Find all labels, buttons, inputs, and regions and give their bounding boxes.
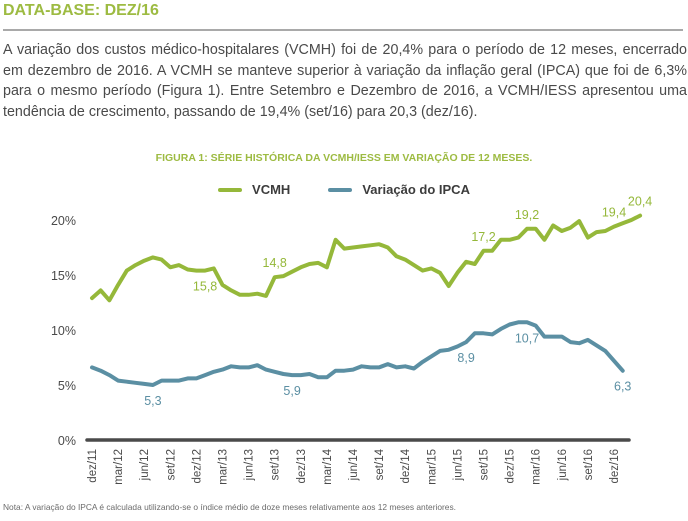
data-label-ipca: 10,7 (515, 331, 539, 345)
footnote: Nota: A variação do IPCA é calculada uti… (3, 502, 456, 512)
x-tick-label: mar/12 (113, 449, 125, 485)
series-line-vcmh (90, 213, 643, 303)
x-tick-label: set/12 (165, 449, 177, 480)
legend-label-ipca: Variação do IPCA (362, 182, 470, 197)
data-label-ipca: 5,3 (144, 394, 161, 408)
x-tick-label: set/13 (270, 449, 282, 480)
x-tick-label: set/14 (374, 448, 386, 480)
x-tick-label: dez/13 (296, 449, 308, 484)
data-label-vcmh: 15,8 (193, 280, 217, 294)
x-tick-label: dez/12 (191, 449, 203, 484)
x-tick-label: jun/14 (348, 448, 360, 481)
data-label-vcmh: 17,2 (471, 230, 495, 244)
chart-legend: VCMH Variação do IPCA (0, 182, 688, 197)
data-label-vcmh: 20,4 (628, 195, 652, 209)
x-tick-label: set/16 (583, 449, 595, 480)
chart-title: FIGURA 1: SÉRIE HISTÓRICA DA VCMH/IESS E… (155, 152, 533, 164)
x-tick-label: jun/13 (244, 449, 256, 481)
x-tick-label: jun/15 (452, 449, 464, 481)
x-tick-label: mar/14 (322, 448, 334, 484)
header-divider (3, 29, 683, 31)
x-tick-label: jun/16 (557, 449, 569, 481)
x-tick-label: mar/13 (218, 449, 230, 485)
x-tick-label: mar/15 (426, 449, 438, 485)
x-tick-label: dez/15 (505, 449, 517, 484)
legend-swatch-ipca (328, 187, 353, 192)
data-label-ipca: 5,9 (283, 384, 300, 398)
data-label-vcmh: 19,2 (515, 208, 539, 222)
legend-swatch-vcmh (218, 187, 243, 192)
y-tick-label: 15% (51, 269, 76, 283)
data-label-ipca: 8,9 (457, 351, 474, 365)
y-tick-label: 10% (51, 324, 76, 338)
intro-paragraph: A variação dos custos médico-hospitalare… (3, 42, 687, 120)
x-tick-label: jun/12 (139, 449, 151, 481)
legend-item-vcmh: VCMH (218, 182, 290, 197)
x-tick-label: mar/16 (531, 449, 543, 485)
series-line-ipca (90, 320, 625, 387)
data-label-vcmh: 14,8 (263, 256, 287, 270)
legend-label-vcmh: VCMH (252, 182, 291, 197)
y-tick-label: 0% (58, 434, 76, 448)
x-tick-label: dez/14 (400, 448, 412, 483)
y-tick-label: 5% (58, 379, 76, 393)
legend-item-ipca: Variação do IPCA (328, 182, 470, 197)
header-title: DATA-BASE: DEZ/16 (3, 2, 159, 19)
y-tick-label: 20% (51, 214, 76, 228)
x-tick-label: dez/16 (609, 449, 621, 484)
x-tick-label: set/15 (479, 449, 491, 480)
data-label-vcmh: 19,4 (602, 206, 626, 220)
x-tick-label: dez/11 (87, 449, 99, 483)
data-label-ipca: 6,3 (614, 380, 631, 394)
